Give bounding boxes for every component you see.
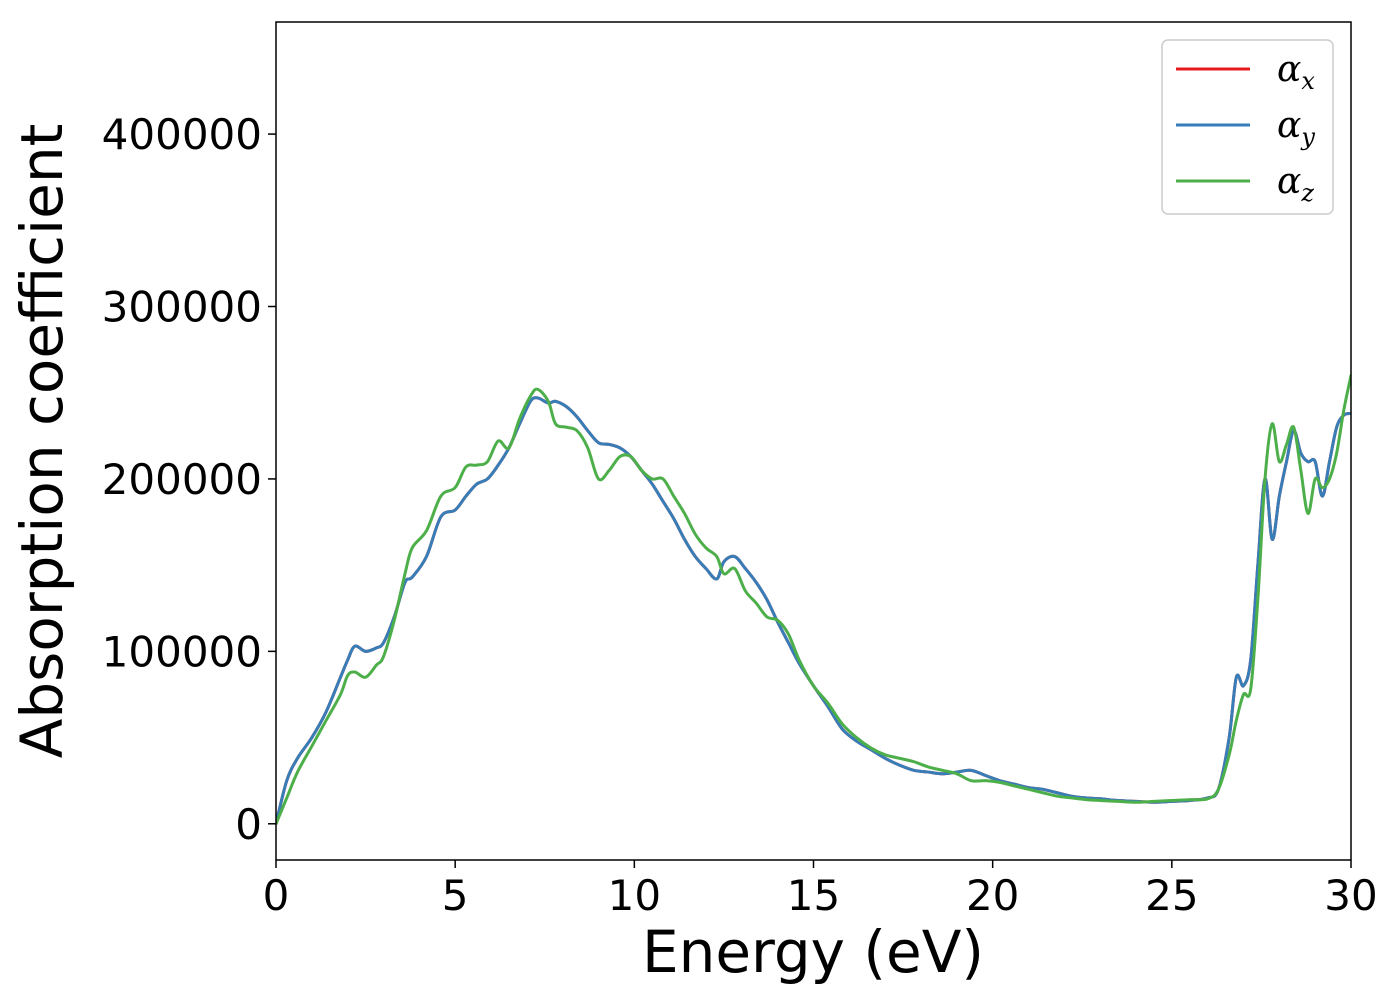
y-tick-label: 400000 bbox=[102, 110, 262, 159]
x-axis-label: Energy (eV) bbox=[642, 918, 984, 986]
legend-subscript: x bbox=[1301, 67, 1315, 95]
x-tick-label: 10 bbox=[608, 871, 661, 920]
series-layer bbox=[276, 373, 1351, 826]
x-axis: 0 5 10 15 20 25 30 bbox=[263, 860, 1378, 920]
x-tick-label: 20 bbox=[966, 871, 1019, 920]
x-tick-label: 0 bbox=[263, 871, 290, 920]
x-tick-label: 15 bbox=[787, 871, 840, 920]
y-axis-label: Absorption coefficient bbox=[8, 124, 76, 759]
legend-subscript: y bbox=[1300, 123, 1315, 151]
legend-label-alpha-z: αz bbox=[1277, 161, 1314, 207]
legend-symbol: α bbox=[1277, 105, 1301, 146]
series-line-alpha-y bbox=[276, 396, 1351, 826]
x-tick-label: 25 bbox=[1145, 871, 1198, 920]
x-tick-label: 5 bbox=[442, 871, 469, 920]
legend-subscript: z bbox=[1300, 179, 1314, 207]
y-tick-label: 0 bbox=[235, 800, 262, 849]
legend-label-alpha-x: αx bbox=[1277, 49, 1315, 95]
y-tick-label: 100000 bbox=[102, 627, 262, 676]
legend-label-alpha-y: αy bbox=[1277, 105, 1315, 151]
y-tick-label: 300000 bbox=[102, 283, 262, 332]
y-axis: 0 100000 200000 300000 400000 bbox=[102, 110, 276, 849]
legend-symbol: α bbox=[1277, 161, 1301, 202]
series-line-alpha-z bbox=[276, 373, 1351, 826]
legend-symbol: α bbox=[1277, 49, 1301, 90]
legend-box bbox=[1161, 39, 1334, 215]
y-tick-label: 200000 bbox=[102, 455, 262, 504]
x-tick-label: 30 bbox=[1324, 871, 1377, 920]
